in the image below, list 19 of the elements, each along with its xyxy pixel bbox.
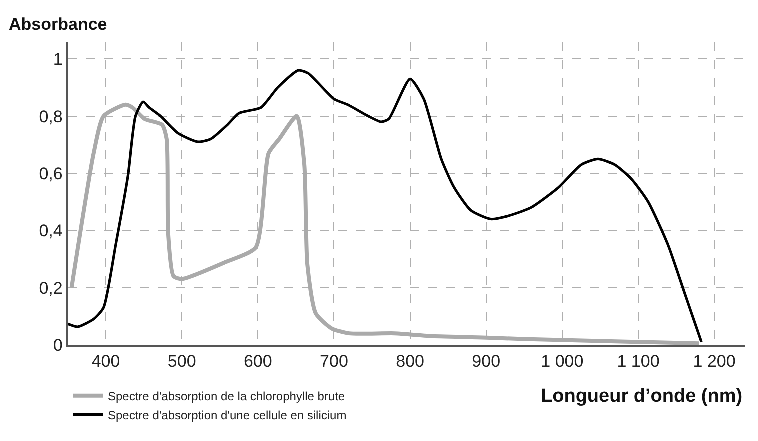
legend-label: Spectre d'absorption de la chlorophylle brute: [108, 390, 346, 404]
x-tick-label: 700: [320, 352, 348, 372]
x-tick-label: 1 000: [541, 352, 584, 372]
x-tick-label: 900: [472, 352, 501, 372]
x-tick-label: 1 200: [693, 352, 736, 372]
y-axis-title: Absorbance: [9, 15, 108, 34]
y-tick-label: 0,6: [39, 164, 63, 184]
y-tick-label: 0,4: [39, 222, 63, 241]
y-tick-label: 0: [53, 336, 63, 355]
y-tick-label: 0,2: [39, 278, 63, 298]
x-tick-label: 800: [396, 352, 424, 372]
x-tick-label: 600: [244, 352, 272, 372]
x-axis-title: Longueur d’onde (nm): [541, 386, 743, 407]
x-tick-label: 400: [92, 352, 120, 372]
y-tick-label: 0,8: [39, 107, 63, 126]
y-tick-label: 1: [53, 50, 63, 70]
x-tick-label: 1 100: [617, 352, 660, 372]
x-tick-label: 500: [168, 352, 196, 372]
legend-label: Spectre d'absorption d'une cellule en silicium: [108, 408, 347, 423]
